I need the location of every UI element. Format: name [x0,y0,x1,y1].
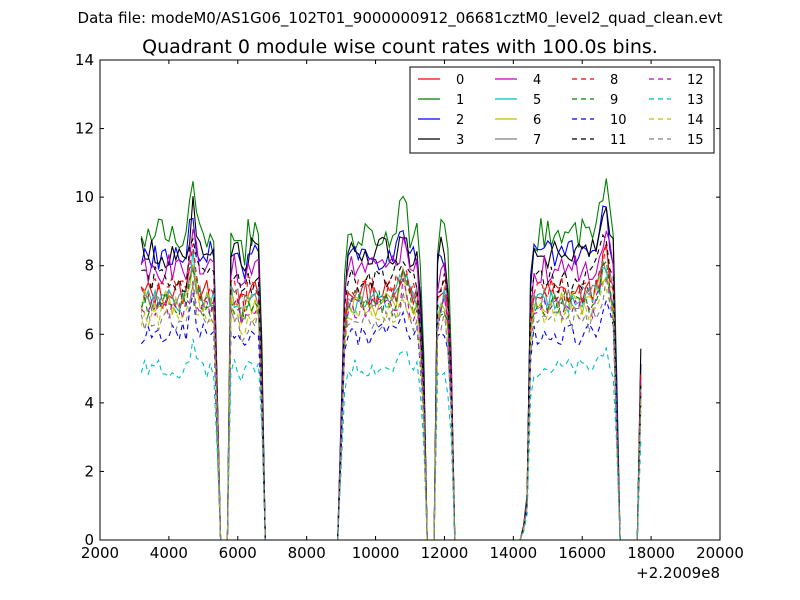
legend-label-15: 15 [687,133,704,148]
x-tick-label: 10000 [352,544,400,562]
legend-label-1: 1 [456,93,464,108]
x-tick-label: 20000 [696,544,744,562]
x-tick-label: 8000 [288,544,326,562]
x-tick-label: 18000 [627,544,675,562]
legend-label-0: 0 [456,73,464,88]
y-tick-label: 10 [75,188,94,206]
x-tick-label: 14000 [489,544,537,562]
legend-label-3: 3 [456,133,464,148]
legend-label-7: 7 [533,133,541,148]
legend-label-4: 4 [533,73,541,88]
x-tick-label: 2000 [81,544,119,562]
x-offset-label: +2.2009e8 [636,564,720,582]
x-tick-label: 12000 [421,544,469,562]
y-tick-label: 4 [84,394,94,412]
y-tick-label: 6 [84,325,94,343]
y-tick-label: 12 [75,120,94,138]
chart-title: Quadrant 0 module wise count rates with … [142,36,658,58]
x-tick-label: 6000 [219,544,257,562]
legend-label-2: 2 [456,113,464,128]
plot-frame [99,59,721,541]
legend-label-9: 9 [610,93,618,108]
series-line-13 [140,338,642,541]
legend-label-12: 12 [687,73,704,88]
legend-label-13: 13 [687,93,704,108]
series-lines [140,178,642,541]
axes: 2000 4000 6000 8000 10000 12000 14000 16000 1800… [75,51,744,562]
y-tick-label: 14 [75,51,94,69]
legend-label-11: 11 [610,133,627,148]
y-tick-label: 8 [84,257,94,275]
x-tick-label: 4000 [150,544,188,562]
legend-label-10: 10 [610,113,627,128]
data-file-label: Data file: modeM0/AS1G06_102T01_90000009… [77,9,723,27]
legend-label-6: 6 [533,113,541,128]
y-tick-label: 0 [84,531,94,549]
y-tick-label: 2 [84,462,94,480]
legend-label-8: 8 [610,73,618,88]
legend-box [409,66,715,154]
x-tick-label: 16000 [558,544,606,562]
legend-label-14: 14 [687,113,704,128]
legend-label-5: 5 [533,93,541,108]
